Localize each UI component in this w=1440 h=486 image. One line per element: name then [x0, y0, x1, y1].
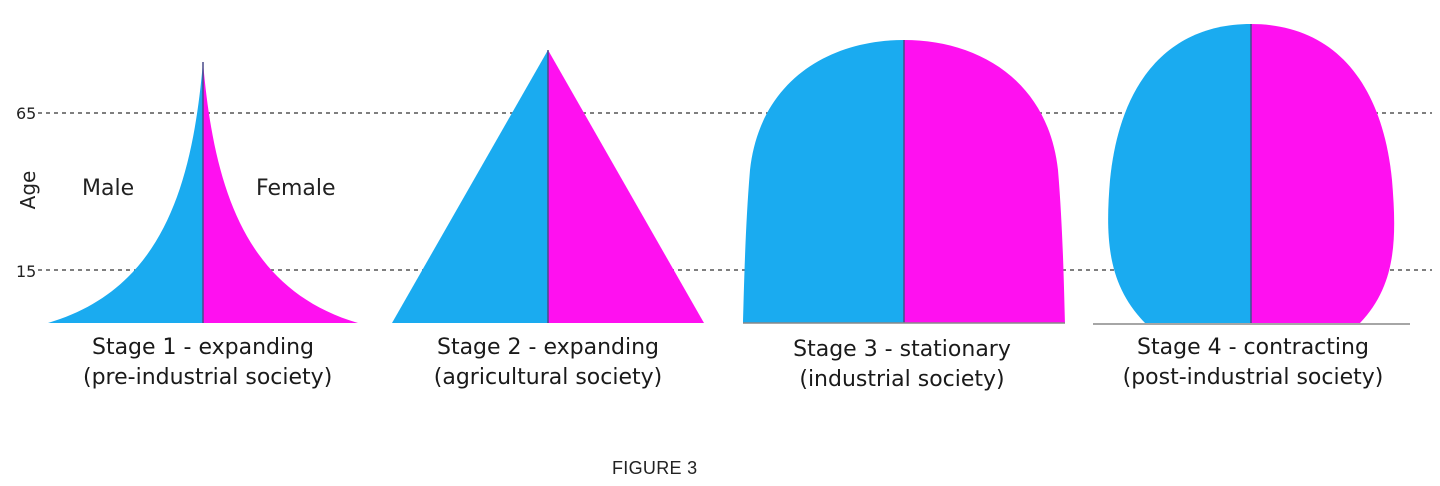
age-15-tick-label: 15 [16, 262, 37, 281]
stage-4-pyramid [1093, 24, 1410, 325]
stage-3-title: Stage 3 - stationary [793, 337, 1011, 362]
stage-1-title: Stage 1 - expanding [91, 335, 315, 360]
stage-2-label: Stage 2 - expanding (agricultural societ… [418, 333, 678, 393]
stage-2-pyramid [392, 50, 704, 323]
stage-4-female-half [1251, 24, 1395, 323]
stage-3-label: Stage 3 - stationary (industrial society… [772, 335, 1032, 395]
male-label: Male [82, 176, 135, 201]
stage-4-label: Stage 4 - contracting (post-industrial s… [1108, 333, 1398, 393]
stage-1-male-half [48, 62, 203, 323]
age-axis-label: Age [16, 170, 40, 210]
figure-caption: FIGURE 3 [612, 458, 698, 478]
stage-4-subtitle: (post-industrial society) [1122, 365, 1384, 390]
stage-1-pyramid [48, 62, 358, 323]
stage-3-male-half [743, 40, 904, 323]
stage-1-label: Stage 1 - expanding (pre-industrial soci… [83, 333, 333, 393]
stage-2-title: Stage 2 - expanding [436, 335, 660, 360]
stage-3-female-half [904, 40, 1065, 323]
stage-4-male-half [1108, 24, 1251, 323]
female-label: Female [256, 176, 336, 201]
stage-2-male-half [392, 50, 548, 323]
stage-3-pyramid [743, 40, 1065, 324]
stage-1-female-half [203, 62, 358, 323]
stage-2-subtitle: (agricultural society) [433, 365, 663, 390]
stage-1-subtitle: (pre-industrial society) [83, 365, 333, 390]
stage-4-title: Stage 4 - contracting [1137, 335, 1369, 360]
age-65-tick-label: 65 [16, 104, 37, 123]
stage-3-subtitle: (industrial society) [799, 367, 1005, 392]
stage-2-female-half [548, 50, 704, 323]
